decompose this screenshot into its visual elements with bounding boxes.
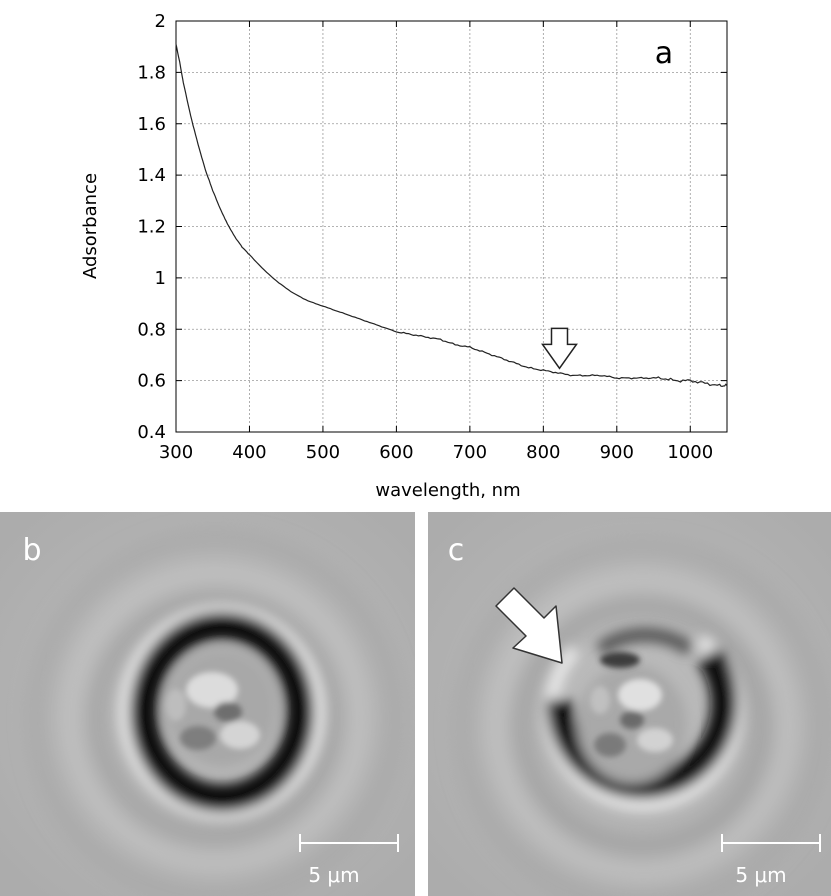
x-tick-label: 600 [379,442,413,463]
micrograph-panel-c [428,512,831,896]
y-tick-label: 1.8 [137,62,166,83]
scale-bar-c [721,834,821,852]
scale-bar-label-b: 5 μm [308,863,359,887]
scale-bar-label-c: 5 μm [735,863,786,887]
x-tick-label: 800 [526,442,560,463]
y-axis-label: Adsorbance [80,173,101,279]
x-tick-label: 900 [600,442,634,463]
y-tick-label: 1.2 [137,217,166,238]
y-tick-label: 1.4 [137,165,166,186]
y-tick-label: 0.6 [137,371,166,392]
y-tick-label: 2 [155,11,166,32]
y-tick-label: 1.6 [137,114,166,135]
y-tick-labels: 0.4 0.6 0.8 1 1.2 1.4 1.6 1.8 2 [137,11,166,443]
y-tick-label: 1 [155,268,166,289]
y-tick-label: 0.8 [137,319,166,340]
x-tick-labels: 300 400 500 600 700 800 900 1000 [159,442,713,463]
annotation-down-arrow [541,327,578,370]
micrograph-panel-b [0,512,415,896]
x-tick-label: 700 [453,442,487,463]
absorbance-chart: 300 400 500 600 700 800 900 1000 0.4 0.6 0.8 1 1.2 1… [80,11,728,501]
chart-ticks [175,20,727,433]
panel-gutter [415,512,428,896]
x-tick-label: 500 [306,442,340,463]
panel-label-b: b [22,533,41,568]
panel-label-c: c [448,533,465,568]
x-tick-label: 1000 [667,442,713,463]
x-tick-label: 400 [232,442,266,463]
panel-label-a: a [655,36,673,71]
annotation-diagonal-arrow [495,587,563,664]
x-tick-label: 300 [159,442,193,463]
absorbance-series-line [175,44,728,388]
chart-grid [176,21,727,432]
scale-bar-b [299,834,399,852]
x-axis-label: wavelength, nm [375,480,520,501]
y-tick-label: 0.4 [137,422,166,443]
